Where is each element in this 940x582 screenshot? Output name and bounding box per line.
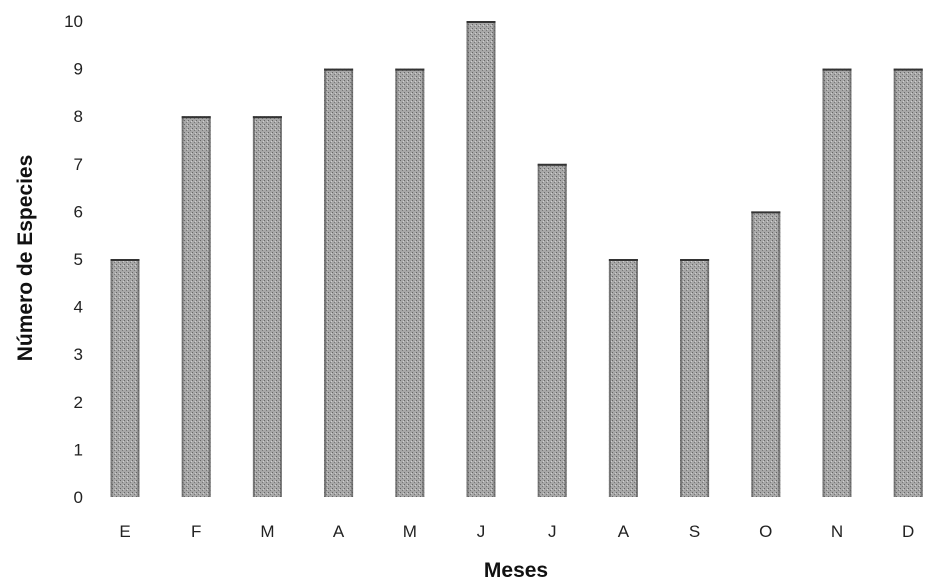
bar-edge-left	[537, 163, 540, 498]
x-tick-label: O	[759, 522, 772, 541]
bar	[110, 259, 140, 497]
y-tick-label: 1	[74, 440, 83, 459]
bars	[110, 21, 923, 498]
bar	[181, 116, 211, 497]
bar-top-edge	[466, 21, 496, 23]
x-tick-label: A	[618, 522, 630, 541]
bar	[466, 21, 496, 497]
bar-edge-right	[493, 21, 496, 497]
y-axis-title: Número de Especies	[14, 155, 37, 362]
bar-top-edge	[324, 68, 354, 71]
bar-fill	[893, 68, 923, 497]
bar-edge-right	[422, 68, 425, 497]
bar	[324, 68, 354, 497]
y-tick-label: 10	[64, 12, 83, 31]
bar	[751, 211, 781, 497]
x-tick-label: J	[477, 522, 486, 541]
bar	[893, 68, 923, 497]
x-tick-label: S	[689, 522, 700, 541]
bar-edge-left	[608, 259, 611, 497]
x-tick-label: N	[831, 522, 843, 541]
y-tick-label: 4	[74, 298, 83, 317]
x-tick-label: J	[548, 522, 557, 541]
x-tick-label: F	[191, 522, 201, 541]
y-tick-label: 3	[74, 345, 83, 364]
bar-top-edge	[181, 116, 211, 119]
bar-edge-right	[137, 259, 140, 497]
y-tick-label: 7	[74, 155, 83, 174]
y-tick-label: 5	[74, 250, 83, 269]
bar-edge-left	[466, 21, 469, 497]
bar-edge-left	[181, 116, 184, 497]
bar-edge-right	[778, 211, 781, 497]
bar-fill	[324, 68, 354, 497]
y-tick-label: 0	[74, 488, 83, 507]
bar-fill	[751, 211, 781, 497]
bar-edge-left	[324, 68, 327, 497]
bar-top-edge	[608, 259, 638, 261]
bar-edge-left	[751, 211, 754, 497]
bar	[680, 259, 710, 497]
bar-fill	[181, 116, 211, 497]
bar-edge-right	[351, 68, 354, 497]
y-tick-label: 6	[74, 202, 83, 221]
bar	[608, 259, 638, 497]
y-axis-ticks: 0 1 2 3 4 5 6 7 8 9 10	[64, 12, 83, 507]
bar	[395, 68, 425, 497]
bar-edge-left	[110, 259, 113, 497]
bar-top-edge	[110, 259, 140, 261]
bar	[822, 68, 852, 497]
bar-edge-right	[635, 259, 638, 497]
bar-top-edge	[893, 68, 923, 71]
bar-top-edge	[395, 68, 425, 71]
x-tick-label: D	[902, 522, 914, 541]
bar-edge-right	[920, 68, 923, 497]
bar-top-edge	[751, 211, 781, 214]
x-axis-title: Meses	[484, 559, 548, 582]
bar-edge-left	[822, 68, 825, 497]
x-tick-label: E	[119, 522, 130, 541]
bar-fill	[537, 163, 567, 498]
bar-top-edge	[680, 259, 710, 261]
bar-top-edge	[537, 163, 567, 166]
bar-top-edge	[252, 116, 282, 119]
bar-edge-right	[707, 259, 710, 497]
bar-edge-right	[849, 68, 852, 497]
x-tick-label: A	[333, 522, 345, 541]
bar-fill	[252, 116, 282, 497]
y-tick-label: 2	[74, 393, 83, 412]
bar-edge-right	[279, 116, 282, 497]
x-tick-label: M	[260, 522, 274, 541]
bar-edge-left	[893, 68, 896, 497]
bar-edge-left	[680, 259, 683, 497]
bar	[252, 116, 282, 497]
bar-fill	[395, 68, 425, 497]
bar-edge-left	[252, 116, 255, 497]
bar	[537, 163, 567, 498]
bar-edge-right	[208, 116, 211, 497]
y-tick-label: 9	[74, 60, 83, 79]
bar-fill	[822, 68, 852, 497]
bar-top-edge	[822, 68, 852, 71]
bar-fill	[680, 259, 710, 497]
bar-edge-right	[564, 163, 567, 498]
y-tick-label: 8	[74, 107, 83, 126]
bar-edge-left	[395, 68, 398, 497]
bar-fill	[466, 21, 496, 497]
x-tick-label: M	[403, 522, 417, 541]
bar-fill	[608, 259, 638, 497]
bar-fill	[110, 259, 140, 497]
